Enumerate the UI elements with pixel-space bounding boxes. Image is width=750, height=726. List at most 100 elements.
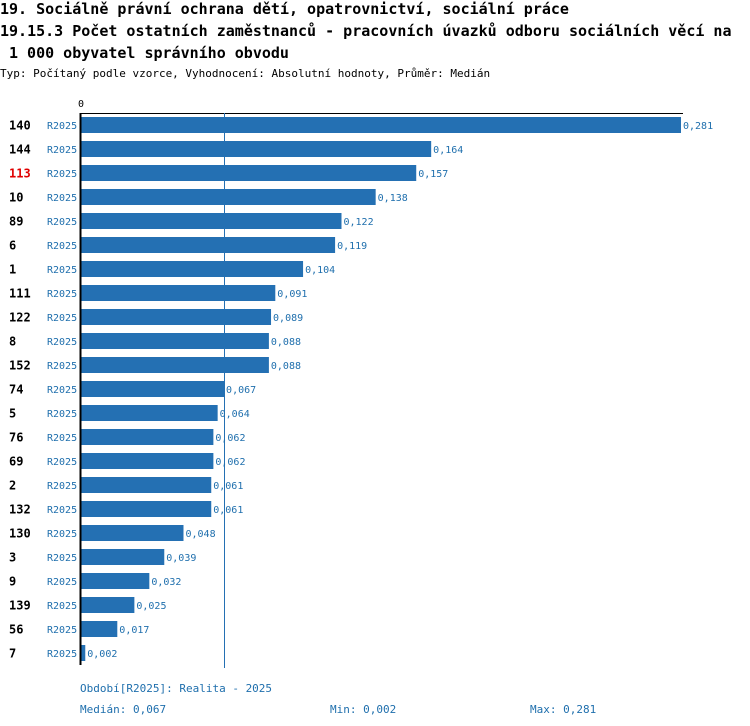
value-label: 0,091 [277, 289, 307, 300]
value-label: 0,017 [119, 625, 149, 636]
footer-period: Období[R2025]: Realita - 2025 [80, 682, 273, 695]
bar [81, 597, 135, 613]
value-label: 0,088 [271, 337, 301, 348]
series-label: R2025 [47, 241, 77, 252]
bar [81, 621, 118, 637]
bar [81, 645, 86, 661]
value-label: 0,089 [273, 313, 303, 324]
category-label: 3 [9, 551, 16, 565]
bar [81, 501, 212, 517]
chart-title-line-2: 19.15.3 Počet ostatních zaměstnanců - pr… [0, 22, 732, 40]
category-label: 74 [9, 383, 23, 397]
series-label: R2025 [47, 433, 77, 444]
bar [81, 477, 212, 493]
value-label: 0,138 [378, 193, 408, 204]
footer-min: Min: 0,002 [330, 703, 397, 716]
series-label: R2025 [47, 361, 77, 372]
category-label: 130 [9, 527, 31, 541]
value-label: 0,164 [433, 145, 463, 156]
bar [81, 429, 214, 445]
series-label: R2025 [47, 337, 77, 348]
category-label: 1 [9, 263, 16, 277]
value-label: 0,062 [215, 433, 245, 444]
series-label: R2025 [47, 289, 77, 300]
series-label: R2025 [47, 481, 77, 492]
chart-subtitle: Typ: Počítaný podle vzorce, Vyhodnocení:… [0, 67, 491, 80]
value-label: 0,061 [213, 505, 243, 516]
series-label: R2025 [47, 385, 77, 396]
value-label: 0,064 [220, 409, 250, 420]
bar [81, 261, 304, 277]
series-label: R2025 [47, 457, 77, 468]
bar [81, 189, 376, 205]
category-label: 6 [9, 239, 16, 253]
value-label: 0,039 [166, 553, 196, 564]
series-label: R2025 [47, 553, 77, 564]
bar [81, 549, 165, 565]
bar [81, 237, 336, 253]
bar [81, 141, 432, 157]
category-label: 5 [9, 407, 16, 421]
value-label: 0,122 [343, 217, 373, 228]
category-label: 2 [9, 479, 16, 493]
value-label: 0,119 [337, 241, 367, 252]
series-label: R2025 [47, 121, 77, 132]
category-label: 132 [9, 503, 31, 517]
bar [81, 573, 150, 589]
bar [81, 357, 269, 373]
value-label: 0,088 [271, 361, 301, 372]
category-label: 139 [9, 599, 31, 613]
value-label: 0,067 [226, 385, 256, 396]
series-label: R2025 [47, 505, 77, 516]
value-label: 0,281 [683, 121, 713, 132]
series-label: R2025 [47, 193, 77, 204]
series-label: R2025 [47, 625, 77, 636]
value-label: 0,002 [87, 649, 117, 660]
value-label: 0,062 [215, 457, 245, 468]
category-label: 122 [9, 311, 31, 325]
category-label: 140 [9, 119, 31, 133]
series-label: R2025 [47, 313, 77, 324]
value-label: 0,157 [418, 169, 448, 180]
bar [81, 165, 417, 181]
series-label: R2025 [47, 409, 77, 420]
bar [81, 525, 184, 541]
category-label: 69 [9, 455, 23, 469]
value-label: 0,048 [185, 529, 215, 540]
series-label: R2025 [47, 601, 77, 612]
series-label: R2025 [47, 649, 77, 660]
category-label: 56 [9, 623, 23, 637]
value-label: 0,104 [305, 265, 335, 276]
bar [81, 381, 225, 397]
category-label: 10 [9, 191, 23, 205]
footer-median: Medián: 0,067 [80, 703, 167, 716]
series-label: R2025 [47, 145, 77, 156]
series-label: R2025 [47, 265, 77, 276]
category-label: 111 [9, 287, 31, 301]
bar [81, 117, 681, 133]
category-label: 7 [9, 647, 16, 661]
chart-title-line-1: 19. Sociálně právní ochrana dětí, opatro… [0, 0, 569, 18]
series-label: R2025 [47, 577, 77, 588]
category-label: 113 [9, 167, 31, 181]
series-label: R2025 [47, 217, 77, 228]
x-axis-zero-label: 0 [78, 99, 84, 110]
footer-max: Max: 0,281 [530, 703, 597, 716]
category-label: 76 [9, 431, 23, 445]
category-label: 9 [9, 575, 16, 589]
chart-title-line-3: 1 000 obyvatel správního obvodu [9, 44, 289, 62]
value-label: 0,061 [213, 481, 243, 492]
category-label: 144 [9, 143, 31, 157]
bar [81, 213, 342, 229]
series-label: R2025 [47, 529, 77, 540]
bar [81, 333, 269, 349]
category-label: 8 [9, 335, 16, 349]
category-label: 89 [9, 215, 23, 229]
value-label: 0,032 [151, 577, 181, 588]
bar [81, 405, 218, 421]
series-label: R2025 [47, 169, 77, 180]
bar [81, 453, 214, 469]
category-label: 152 [9, 359, 31, 373]
bar [81, 285, 276, 301]
